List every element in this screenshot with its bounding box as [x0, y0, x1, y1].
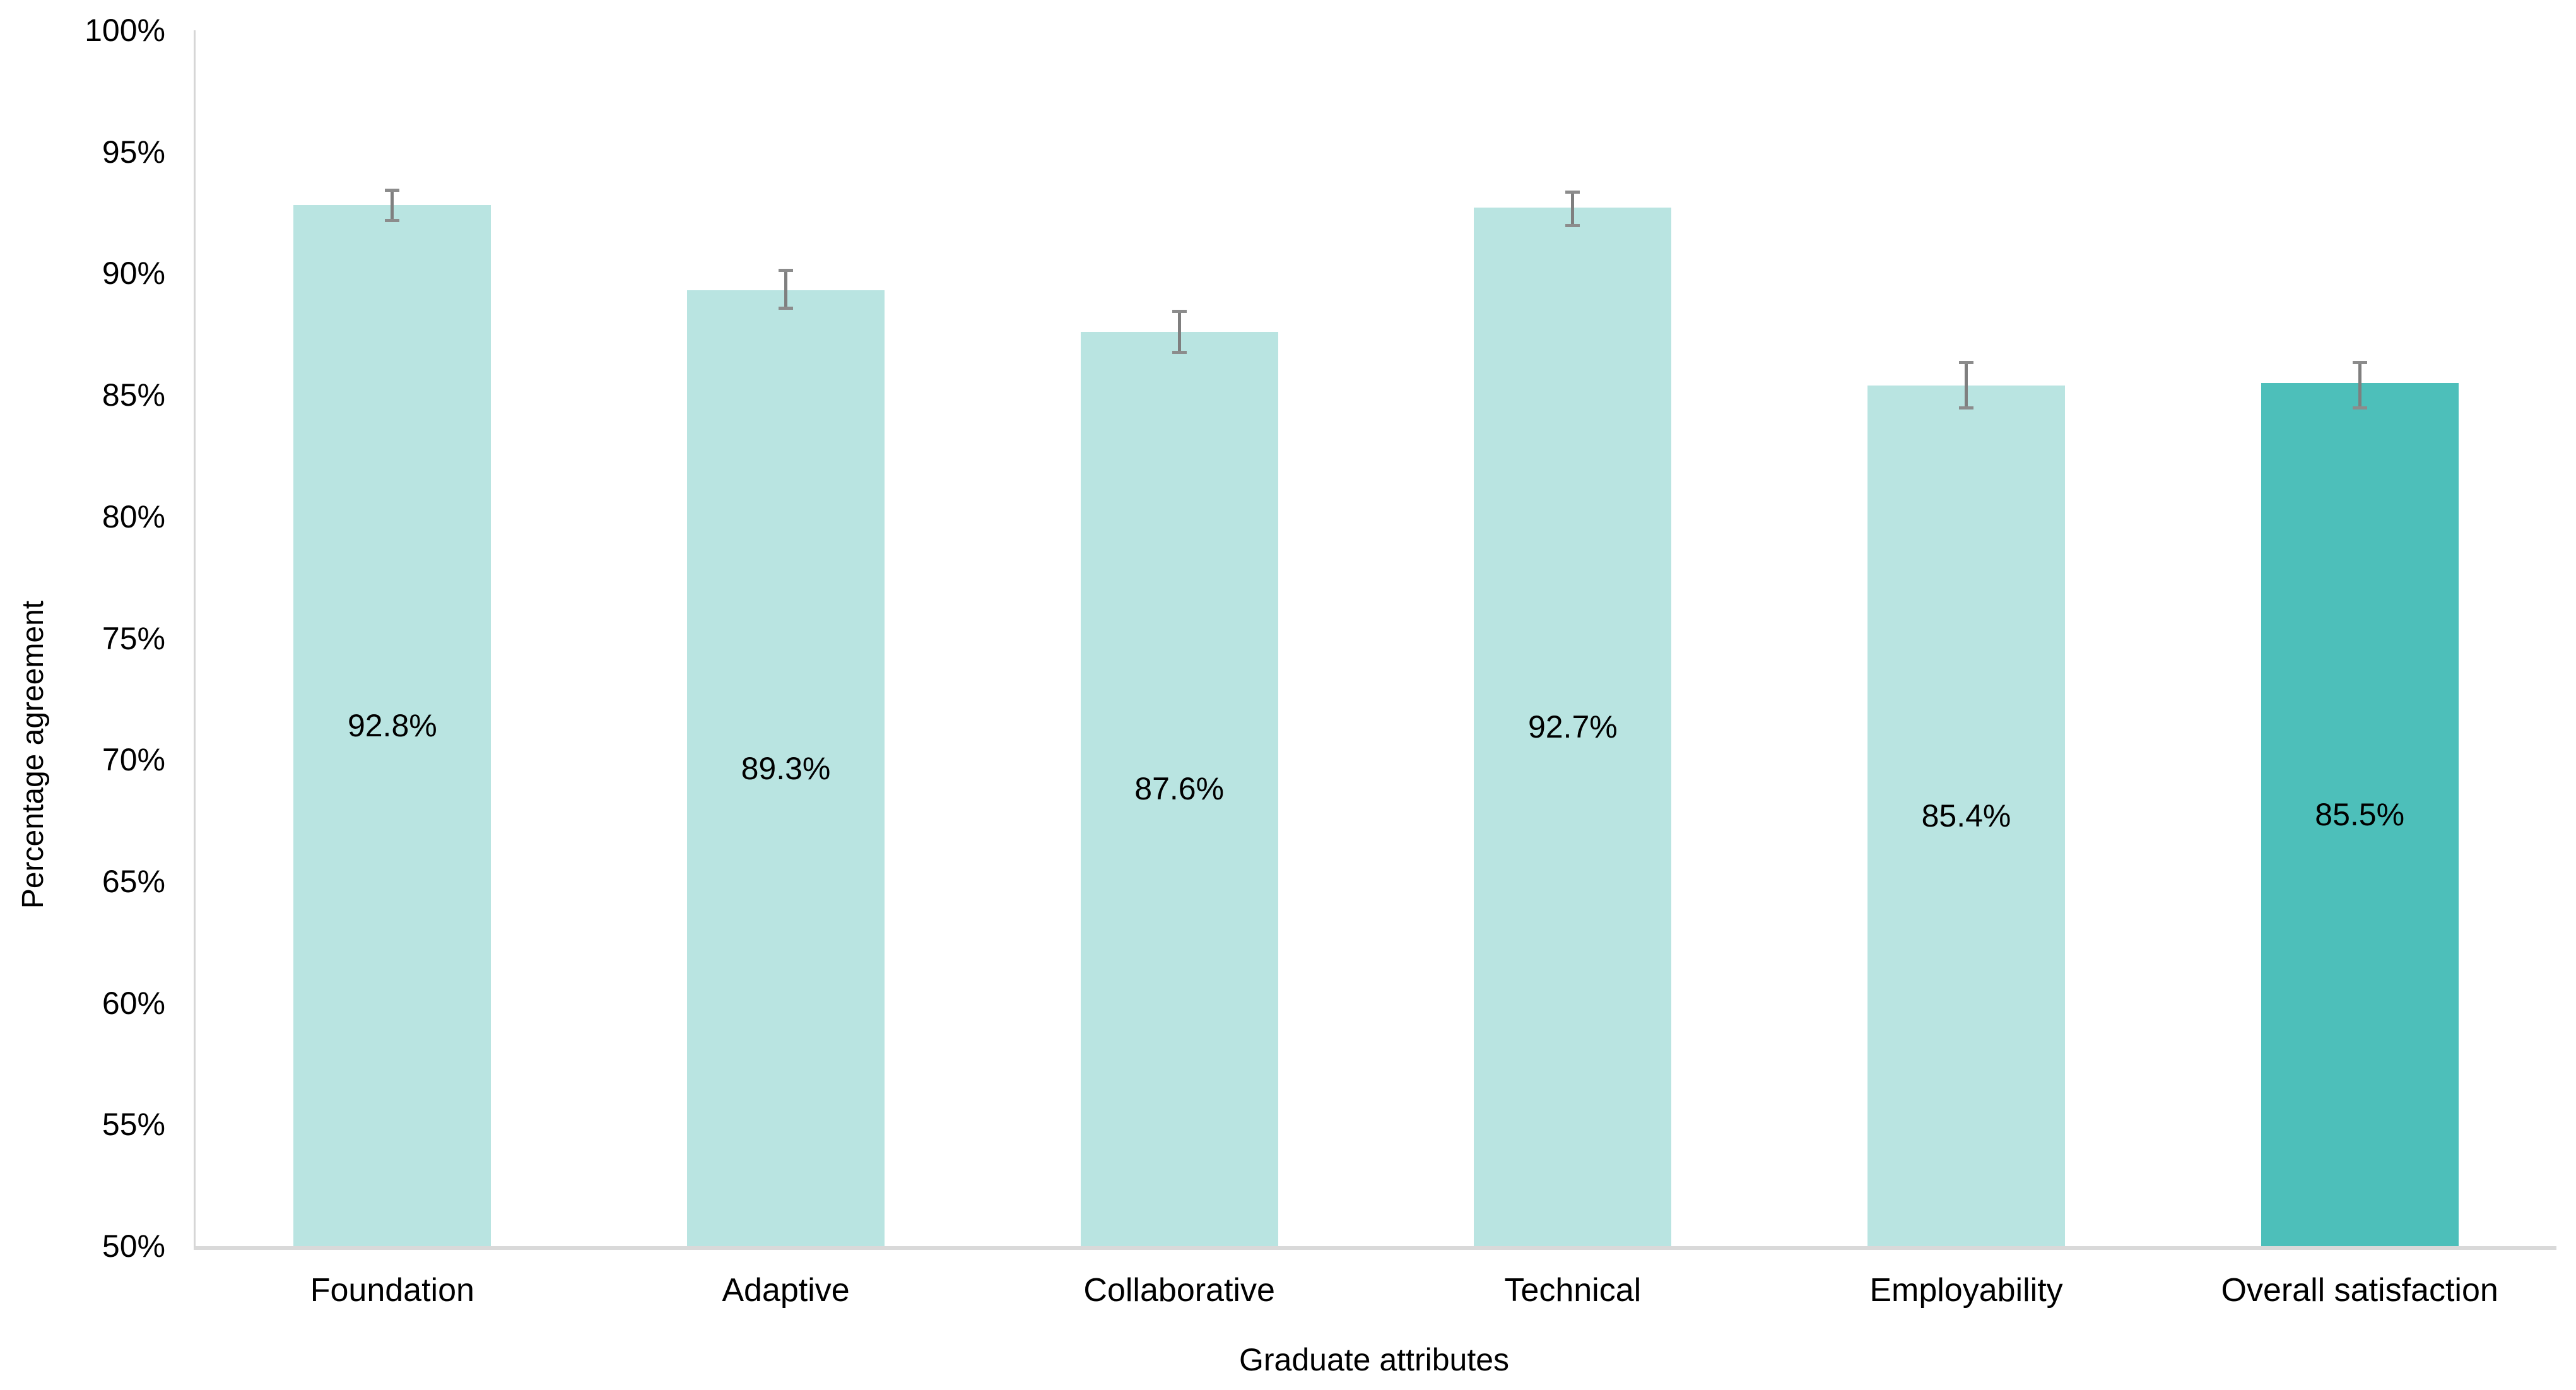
error-bar: [784, 268, 787, 310]
error-bar: [2358, 361, 2361, 410]
error-bar-cap: [779, 268, 793, 272]
bar: 92.7%: [1474, 208, 1672, 1246]
y-tick-label: 85%: [102, 377, 165, 413]
x-category-label: Employability: [1869, 1272, 2063, 1309]
bar: 85.5%: [2261, 382, 2459, 1246]
error-bar-cap: [385, 188, 400, 192]
y-tick-label: 70%: [102, 742, 165, 778]
x-category-label: Foundation: [310, 1272, 474, 1309]
y-tick-label: 80%: [102, 498, 165, 534]
y-tick-label: 55%: [102, 1107, 165, 1143]
y-tick-label: 90%: [102, 256, 165, 292]
error-bar-cap: [1172, 350, 1187, 354]
bar: 89.3%: [687, 290, 885, 1246]
bar-data-label: 92.8%: [347, 708, 437, 744]
error-bar: [1177, 310, 1181, 354]
bar-data-label: 92.7%: [1527, 709, 1618, 745]
error-bar-cap: [2352, 361, 2367, 365]
bar-data-label: 89.3%: [741, 750, 831, 786]
y-tick-label: 60%: [102, 985, 165, 1021]
error-bar: [1571, 191, 1575, 228]
error-bar-cap: [1959, 406, 1973, 410]
error-bar-cap: [385, 219, 400, 223]
bar: 85.4%: [1867, 385, 2065, 1246]
error-bar: [391, 188, 394, 223]
error-bar-cap: [1959, 361, 1973, 365]
x-axis-title: Graduate attributes: [1238, 1342, 1510, 1377]
bar-data-label: 87.6%: [1134, 771, 1225, 807]
plot-area: 50% 55% 60% 65% 70% 75% 80% 85% 90% 95% 100% 92.8% F…: [85, 13, 2556, 1309]
error-bar-cap: [1565, 191, 1580, 194]
error-bar-cap: [1565, 224, 1580, 228]
error-bar-cap: [779, 307, 793, 310]
y-tick-label: 75%: [102, 620, 165, 656]
error-bar-cap: [1172, 310, 1187, 314]
bar-data-label: 85.4%: [1921, 798, 2011, 833]
bar-data-label: 85.5%: [2315, 796, 2405, 832]
y-tick-label: 65%: [102, 863, 165, 899]
error-bar: [1965, 361, 1968, 410]
bar: 87.6%: [1080, 331, 1278, 1246]
bar: 92.8%: [293, 205, 491, 1246]
error-bar-cap: [2352, 406, 2367, 410]
x-category-label: Collaborative: [1083, 1272, 1275, 1309]
y-tick-label: 95%: [102, 134, 165, 170]
x-category-label: Overall satisfaction: [2221, 1272, 2498, 1309]
y-tick-label: 100%: [85, 13, 165, 48]
x-category-label: Adaptive: [722, 1272, 850, 1309]
x-category-label: Technical: [1504, 1272, 1642, 1309]
y-tick-label: 50%: [102, 1228, 165, 1264]
